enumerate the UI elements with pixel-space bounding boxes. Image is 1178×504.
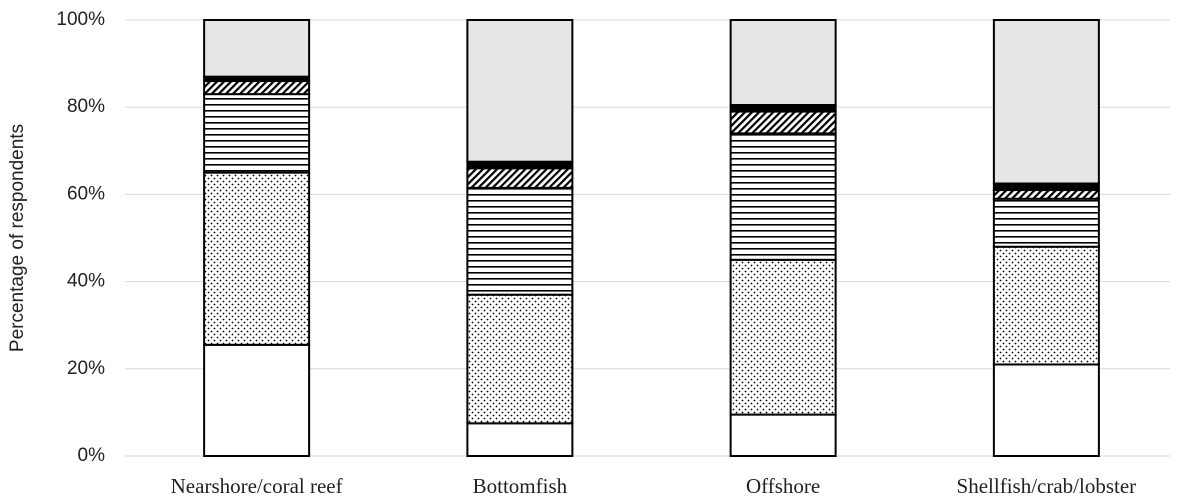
x-tick-label: Offshore [746, 474, 820, 498]
bar-segment [992, 19, 1100, 185]
bar-segment [729, 19, 837, 107]
bar-segment [466, 422, 574, 457]
bar-segment [466, 186, 574, 296]
bar-segment [466, 293, 574, 425]
x-tick-label: Shellfish/crab/lobster [957, 474, 1137, 498]
y-tick-label: 0% [78, 445, 106, 466]
bar-segment [992, 363, 1100, 457]
y-tick-label: 100% [56, 9, 105, 30]
bar-segment [729, 132, 837, 261]
bar-segment [203, 343, 311, 458]
bar-segment [203, 80, 311, 96]
bar-segment [203, 171, 311, 346]
bar-segment [466, 167, 574, 189]
y-tick-label: 20% [67, 358, 105, 379]
bar-segment [203, 93, 311, 174]
y-tick-label: 40% [67, 271, 105, 292]
bar-segment [992, 245, 1100, 366]
bar-segment [466, 19, 574, 163]
y-axis-label: Percentage of respondents [7, 124, 28, 352]
y-tick-label: 60% [67, 183, 105, 204]
bar-segment [992, 197, 1100, 248]
y-tick-label: 80% [67, 96, 105, 117]
bar-segment [729, 258, 837, 416]
bar-segment [992, 189, 1100, 200]
x-tick-label: Bottomfish [473, 474, 568, 498]
bar-segment [729, 413, 837, 457]
bar-segment [729, 110, 837, 135]
bar-segment [203, 19, 311, 78]
x-tick-label: Nearshore/coral reef [171, 474, 343, 498]
